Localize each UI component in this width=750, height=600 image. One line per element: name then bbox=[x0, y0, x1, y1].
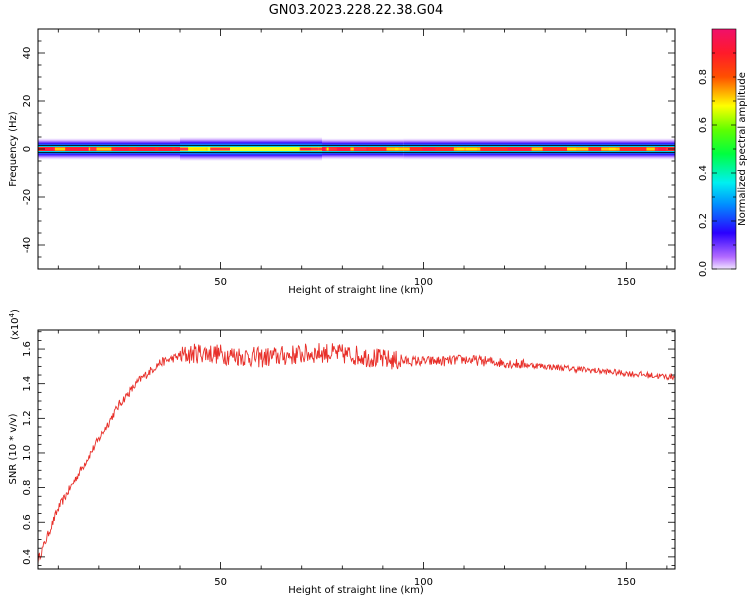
snr-scale-label: (x104) bbox=[8, 309, 21, 340]
band-hotspot bbox=[567, 147, 589, 151]
y-tick-label: 1.2 bbox=[22, 410, 33, 426]
colorbar-tick-label: 0.0 bbox=[698, 261, 709, 277]
y-tick-label: 0.8 bbox=[22, 480, 33, 496]
x-tick-label: 50 bbox=[214, 577, 227, 588]
figure-title: GN03.2023.228.22.38.G04 bbox=[269, 3, 444, 18]
spectrogram-panel: 50 100 150 -40 -20 0 20 40 Height of straight l… bbox=[8, 28, 676, 296]
snr-xlabel: Height of straight line (km) bbox=[288, 585, 424, 596]
zero-frequency-box bbox=[38, 144, 675, 153]
colorbar-label: Normalized spectral amplitude bbox=[737, 72, 748, 226]
band-hotspot bbox=[458, 147, 481, 151]
band-hotspot bbox=[90, 147, 97, 151]
band-hotspot bbox=[336, 147, 346, 151]
band-hotspot bbox=[507, 147, 519, 151]
band-hotspot bbox=[300, 147, 319, 151]
x-tick-label: 150 bbox=[617, 277, 636, 288]
band-hotspot bbox=[158, 147, 173, 151]
y-tick-label: 20 bbox=[22, 95, 33, 108]
y-tick-label: 1.4 bbox=[22, 376, 33, 392]
colorbar-ticks: 0.0 0.2 0.4 0.6 0.8 bbox=[698, 52, 736, 277]
colorbar-gradient bbox=[711, 28, 737, 270]
colorbar: 0.0 0.2 0.4 0.6 0.8 Normalized spectral ampl… bbox=[698, 28, 748, 277]
y-tick-label: 1.0 bbox=[22, 445, 33, 461]
band-hotspot bbox=[42, 147, 55, 151]
band-hotspot bbox=[608, 147, 620, 151]
y-tick-label: -20 bbox=[22, 189, 33, 205]
band-hotspot bbox=[530, 147, 543, 151]
snr-series-line bbox=[38, 343, 675, 564]
band-hotspot bbox=[114, 147, 129, 151]
band-hotspot bbox=[188, 147, 209, 151]
band-hotspot bbox=[514, 147, 532, 151]
band-hotspot bbox=[386, 147, 399, 151]
y-tick-label: 0.4 bbox=[22, 549, 33, 565]
y-tick-label: 40 bbox=[22, 47, 33, 60]
band-hotspot bbox=[69, 147, 93, 151]
spectrogram-xlabel: Height of straight line (km) bbox=[288, 285, 424, 296]
x-tick-label: 100 bbox=[414, 577, 433, 588]
colorbar-tick-label: 0.8 bbox=[698, 69, 709, 85]
colorbar-tick-label: 0.2 bbox=[698, 213, 709, 229]
snr-scale-base: (x10 bbox=[10, 317, 21, 340]
band-hotspot bbox=[136, 147, 156, 151]
band-hotspot bbox=[601, 147, 616, 151]
snr-ticks: 50 100 150 0.4 0.6 0.8 1.0 1.2 1.4 1.6 bbox=[22, 330, 675, 588]
colorbar-tick-label: 0.4 bbox=[698, 165, 709, 181]
band-hotspot bbox=[210, 147, 231, 151]
band-hotspot bbox=[53, 147, 66, 151]
y-tick-label: 0 bbox=[22, 146, 33, 152]
spectrogram-ylabel: Frequency (Hz) bbox=[8, 111, 19, 187]
band-core bbox=[180, 147, 323, 151]
x-tick-label: 50 bbox=[214, 277, 227, 288]
snr-ylabel: SNR (10 * v/v) bbox=[8, 413, 19, 484]
band-hotspot bbox=[175, 147, 189, 151]
band-hotspot bbox=[646, 147, 659, 151]
band-hotspot bbox=[318, 147, 327, 151]
spectral-band bbox=[38, 137, 675, 161]
band-hotspot bbox=[394, 147, 410, 151]
svg-text:(x104): (x104) bbox=[8, 309, 21, 340]
colorbar-tick-label: 0.6 bbox=[698, 117, 709, 133]
band-hotspot bbox=[654, 147, 675, 151]
y-tick-label: -40 bbox=[22, 237, 33, 253]
band-hotspot bbox=[453, 147, 463, 151]
y-tick-label: 1.6 bbox=[22, 341, 33, 357]
band-hotspot bbox=[422, 147, 436, 151]
band-hotspot bbox=[353, 147, 368, 151]
x-tick-label: 100 bbox=[414, 277, 433, 288]
x-tick-label: 150 bbox=[617, 577, 636, 588]
y-tick-label: 0.6 bbox=[22, 514, 33, 530]
snr-scale-exp: 4 bbox=[8, 312, 16, 317]
band-hotspot bbox=[88, 147, 112, 151]
snr-frame bbox=[37, 329, 676, 570]
spectrogram-ticks: 50 100 150 -40 -20 0 20 40 bbox=[22, 28, 675, 288]
snr-panel: 50 100 150 0.4 0.6 0.8 1.0 1.2 1.4 1.6 Height of … bbox=[8, 309, 676, 596]
